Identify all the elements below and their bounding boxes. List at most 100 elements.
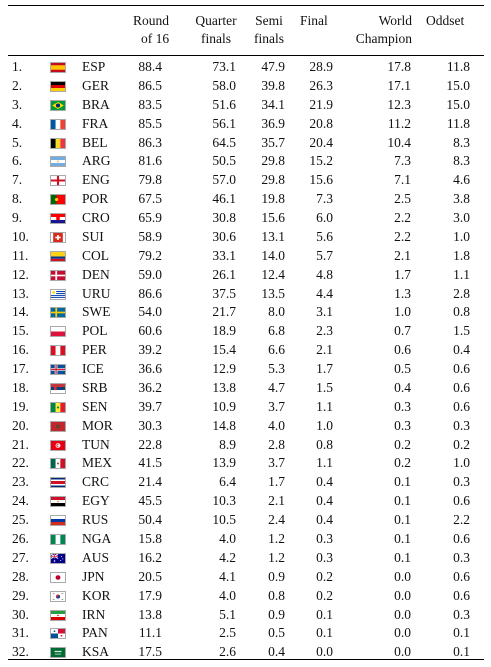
world-champion-value: 12.3 — [387, 96, 411, 112]
final-value: 1.5 — [316, 379, 333, 395]
rank-cell: 22. — [12, 455, 29, 471]
rus-flag-icon — [50, 515, 66, 527]
quarter-finals-value: 21.7 — [212, 304, 236, 320]
team-code: AUS — [82, 549, 110, 565]
team-code: DEN — [82, 266, 110, 282]
final-value: 7.3 — [316, 191, 333, 207]
header-round-of-16-line1: Round — [133, 13, 170, 28]
world-champion-value: 0.4 — [394, 379, 411, 395]
col-flag-icon — [50, 250, 66, 262]
pan-flag-icon — [50, 628, 66, 640]
irn-flag-icon — [50, 609, 66, 621]
world-champion-value: 0.1 — [394, 474, 411, 490]
team-code: SEN — [82, 398, 108, 414]
round-of-16-value: 11.1 — [138, 625, 162, 641]
rank-cell: 11. — [12, 247, 29, 263]
rank-cell: 1. — [12, 59, 23, 74]
team-code: ENG — [82, 172, 110, 188]
rank-cell: 12. — [12, 266, 29, 282]
semi-finals-value: 5.3 — [268, 361, 285, 377]
rank-cell: 6. — [12, 153, 23, 169]
world-champion-value: 0.7 — [394, 323, 411, 339]
world-champion-value: 0.5 — [394, 361, 411, 377]
round-of-16-value: 20.5 — [138, 568, 162, 584]
table-row: 30. IRN 13.8 5.1 0.9 0.1 0.0 0.3 — [0, 606, 491, 625]
rank-cell: 3. — [12, 96, 23, 112]
semi-finals-value: 15.6 — [261, 210, 285, 226]
world-champion-value: 0.3 — [394, 398, 411, 414]
semi-finals-value: 12.4 — [261, 266, 285, 282]
semi-finals-value: 2.1 — [268, 493, 285, 509]
semi-finals-value: 0.8 — [268, 587, 285, 603]
por-flag-icon — [50, 194, 66, 206]
round-of-16-value: 50.4 — [138, 512, 162, 528]
table-row: 14. SWE 54.0 21.7 8.0 3.1 1.0 0.8 — [0, 303, 491, 322]
world-champion-value: 0.0 — [394, 568, 411, 584]
semi-finals-value: 0.5 — [268, 625, 285, 641]
quarter-finals-value: 4.1 — [219, 568, 236, 584]
header-oddset: Oddset — [426, 12, 464, 30]
semi-finals-value: 6.8 — [268, 323, 285, 339]
final-value: 0.3 — [316, 549, 333, 565]
world-champion-value: 0.0 — [394, 587, 411, 603]
round-of-16-value: 86.5 — [138, 77, 162, 93]
oddset-value: 2.2 — [453, 512, 470, 528]
rank-cell: 24. — [12, 493, 29, 509]
quarter-finals-value: 10.5 — [212, 512, 236, 528]
bottom-rule — [8, 659, 484, 661]
world-champion-value: 2.2 — [394, 228, 411, 244]
table-row: 1. ESP 88.4 73.1 47.9 28.9 17.8 11.8 — [0, 58, 491, 77]
header-world-champion-line2: Champion — [355, 31, 412, 46]
team-code: EGY — [82, 493, 110, 509]
table-row: 27. AUS 16.2 4.2 1.2 0.3 0.1 0.3 — [0, 549, 491, 568]
final-value: 6.0 — [316, 210, 333, 226]
world-champion-value: 0.2 — [394, 436, 411, 452]
header-world-champion: World Champion — [346, 12, 412, 48]
rank-cell: 23. — [12, 474, 29, 490]
table-row: 31. PAN 11.1 2.5 0.5 0.1 0.0 0.1 — [0, 624, 491, 643]
team-code: TUN — [82, 436, 110, 452]
quarter-finals-value: 51.6 — [212, 96, 236, 112]
egy-flag-icon — [50, 496, 66, 508]
round-of-16-value: 54.0 — [138, 304, 162, 320]
oddset-value: 0.6 — [453, 379, 470, 395]
rank-cell: 5. — [12, 134, 23, 150]
team-code: URU — [82, 285, 111, 301]
round-of-16-value: 86.3 — [138, 134, 162, 150]
world-champion-value: 0.2 — [394, 455, 411, 471]
semi-finals-value: 14.0 — [261, 247, 285, 263]
quarter-finals-value: 13.9 — [212, 455, 236, 471]
rank-cell: 15. — [12, 323, 29, 339]
final-value: 0.0 — [316, 644, 333, 660]
table-row: 18. SRB 36.2 13.8 4.7 1.5 0.4 0.6 — [0, 379, 491, 398]
oddset-value: 0.6 — [453, 361, 470, 377]
oddset-value: 0.2 — [453, 436, 470, 452]
table-row: 3. BRA 83.5 51.6 34.1 21.9 12.3 15.0 — [0, 96, 491, 115]
final-value: 21.9 — [309, 96, 333, 112]
oddset-value: 1.8 — [453, 247, 470, 263]
jpn-flag-icon — [50, 571, 66, 583]
semi-finals-value: 19.8 — [261, 191, 285, 207]
round-of-16-value: 67.5 — [138, 191, 162, 207]
cro-flag-icon — [50, 213, 66, 225]
final-value: 3.1 — [316, 304, 333, 320]
table-row: 11. COL 79.2 33.1 14.0 5.7 2.1 1.8 — [0, 247, 491, 266]
round-of-16-value: 79.2 — [138, 247, 162, 263]
round-of-16-value: 36.2 — [138, 379, 162, 395]
oddset-value: 0.8 — [453, 304, 470, 320]
quarter-finals-value: 15.4 — [212, 342, 236, 358]
rank-cell: 17. — [12, 361, 29, 377]
quarter-finals-value: 8.9 — [219, 436, 236, 452]
header-world-champion-line1: World — [378, 13, 412, 28]
mor-flag-icon — [50, 420, 66, 432]
round-of-16-value: 86.6 — [138, 285, 162, 301]
quarter-finals-value: 5.1 — [219, 606, 236, 622]
oddset-value: 1.1 — [453, 266, 470, 282]
sui-flag-icon — [50, 231, 66, 243]
world-champion-value: 17.8 — [387, 59, 411, 74]
team-code: NGA — [82, 531, 112, 546]
oddset-value: 0.3 — [453, 549, 470, 565]
rank-cell: 13. — [12, 285, 29, 301]
arg-flag-icon — [50, 156, 66, 168]
quarter-finals-value: 57.0 — [212, 172, 236, 188]
